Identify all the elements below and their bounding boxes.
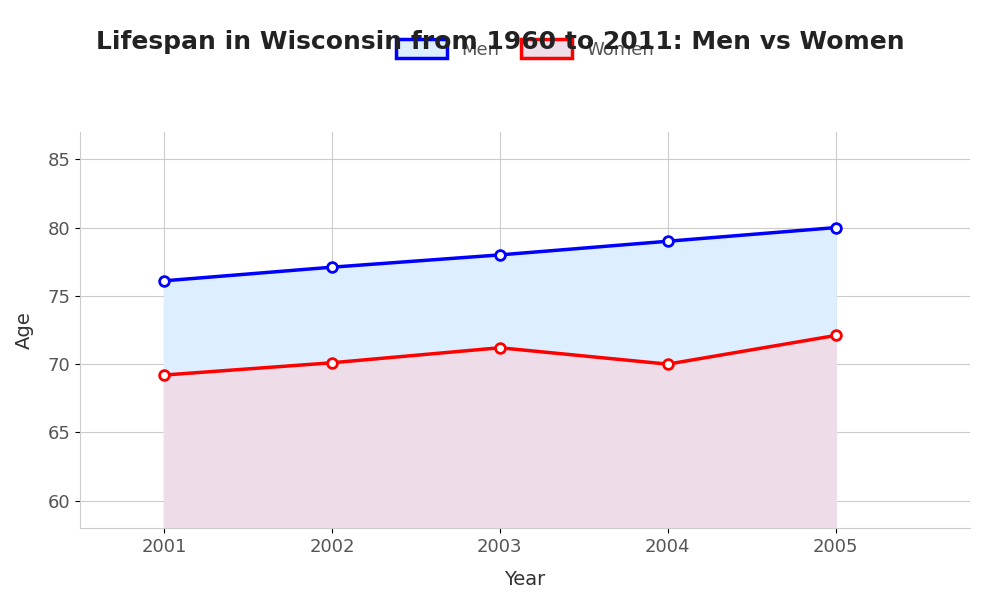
X-axis label: Year: Year (504, 569, 546, 589)
Y-axis label: Age: Age (14, 311, 33, 349)
Text: Lifespan in Wisconsin from 1960 to 2011: Men vs Women: Lifespan in Wisconsin from 1960 to 2011:… (96, 30, 904, 54)
Legend: Men, Women: Men, Women (387, 30, 663, 68)
